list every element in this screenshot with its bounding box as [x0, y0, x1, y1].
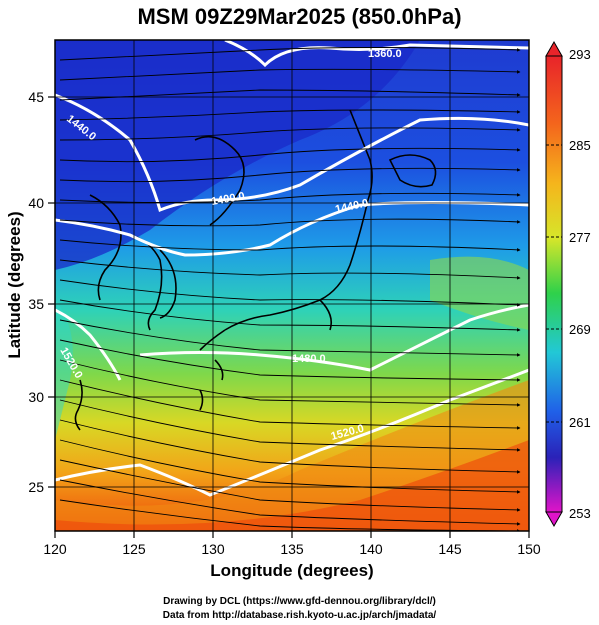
colorbar-top-arrow	[545, 40, 563, 57]
x-tick-label: 125	[122, 541, 146, 557]
colorbar-label: 269	[569, 322, 591, 337]
colorbar-ticks	[546, 144, 562, 423]
page-title: MSM 09Z29Mar2025 (850.0hPa)	[137, 4, 462, 29]
x-tick-label: 120	[43, 541, 67, 557]
y-tick-labels: 25 30 35 40 45	[28, 89, 44, 495]
colorbar-label: 253	[569, 506, 591, 521]
colorbar-label: 285	[569, 138, 591, 153]
y-tick-label: 30	[28, 389, 44, 405]
footer-credit-dcl: Drawing by DCL (https://www.gfd-dennou.o…	[163, 596, 436, 607]
colorbar: 293 285 277 269 261 253	[545, 40, 591, 528]
x-tick-marks	[54, 531, 530, 538]
footer-credit-data: Data from http://database.rish.kyoto-u.a…	[162, 610, 437, 621]
x-tick-label: 150	[517, 541, 541, 557]
colorbar-label: 293	[569, 47, 591, 62]
contour-label: 1360.0	[368, 48, 402, 60]
grid-lines	[55, 40, 529, 531]
colorbar-labels: 293 285 277 269 261 253	[569, 47, 591, 521]
y-tick-label: 25	[28, 479, 44, 495]
y-tick-label: 40	[28, 195, 44, 211]
y-axis-label: Latitude (degrees)	[5, 211, 24, 358]
x-tick-label: 140	[359, 541, 383, 557]
wind-streamlines	[59, 47, 521, 531]
y-tick-label: 35	[28, 296, 44, 312]
x-tick-label: 135	[280, 541, 304, 557]
x-tick-label: 145	[438, 541, 462, 557]
y-tick-label: 45	[28, 89, 44, 105]
contour-label: 1400.0	[210, 190, 245, 208]
colorbar-label: 261	[569, 415, 591, 430]
colorbar-label: 277	[569, 230, 591, 245]
x-axis-label: Longitude (degrees)	[210, 561, 373, 580]
x-tick-labels: 120 125 130 135 140 145 150	[43, 541, 541, 557]
colorbar-bottom-arrow	[545, 511, 563, 528]
y-tick-marks	[48, 96, 55, 488]
x-tick-label: 130	[201, 541, 225, 557]
temperature-field	[55, 40, 529, 531]
contour-label: 1480.0	[292, 353, 326, 365]
